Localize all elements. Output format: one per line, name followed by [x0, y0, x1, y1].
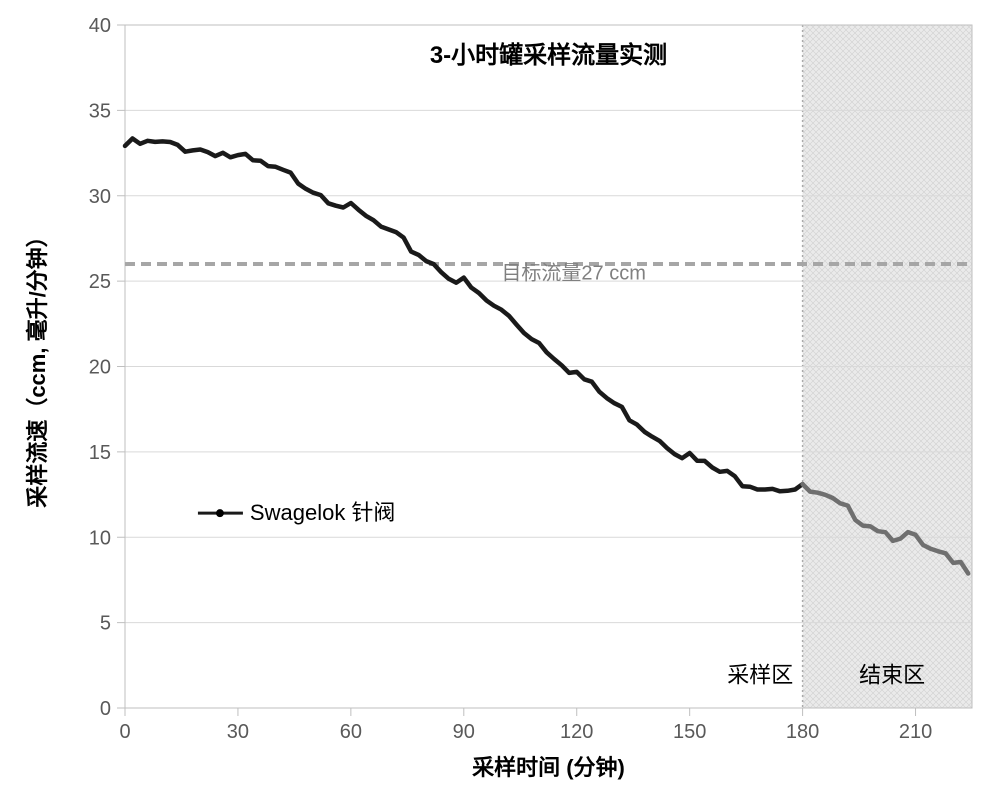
- x-axis-label: 采样时间 (分钟): [472, 755, 625, 780]
- legend-label: Swagelok 针阀: [250, 500, 396, 525]
- xtick-label: 30: [227, 721, 249, 743]
- xtick-label: 210: [899, 721, 932, 743]
- chart-container: 0 30 60 90 120 150 180 210 0 5 10 15 20 25 30 35 40 目标流量2…: [0, 0, 1000, 803]
- ytick-label: 25: [89, 271, 111, 293]
- ytick-label: 5: [100, 613, 111, 635]
- chart-svg: 0 30 60 90 120 150 180 210 0 5 10 15 20 25 30 35 40 目标流量2…: [0, 0, 1000, 803]
- reference-line-label: 目标流量27 ccm: [501, 261, 645, 284]
- ytick-label: 20: [89, 357, 111, 379]
- xtick-label: 0: [119, 721, 130, 743]
- chart-title: 3-小时罐采样流量实测: [430, 41, 667, 69]
- ytick-label: 10: [89, 527, 111, 549]
- y-axis-label: 采样流速（ccm, 毫升/分钟）: [25, 225, 50, 507]
- region-label: 采样区: [727, 662, 793, 687]
- ytick-label: 40: [89, 15, 111, 37]
- xtick-label: 120: [560, 721, 593, 743]
- region-label: 结束区: [859, 662, 925, 687]
- ytick-label: 15: [89, 442, 111, 464]
- ytick-label: 30: [89, 186, 111, 208]
- xtick-label: 180: [786, 721, 819, 743]
- xtick-label: 60: [340, 721, 362, 743]
- ytick-label: 35: [89, 100, 111, 122]
- xtick-label: 150: [673, 721, 706, 743]
- legend-marker: [216, 509, 224, 517]
- xtick-label: 90: [453, 721, 475, 743]
- ytick-label: 0: [100, 698, 111, 720]
